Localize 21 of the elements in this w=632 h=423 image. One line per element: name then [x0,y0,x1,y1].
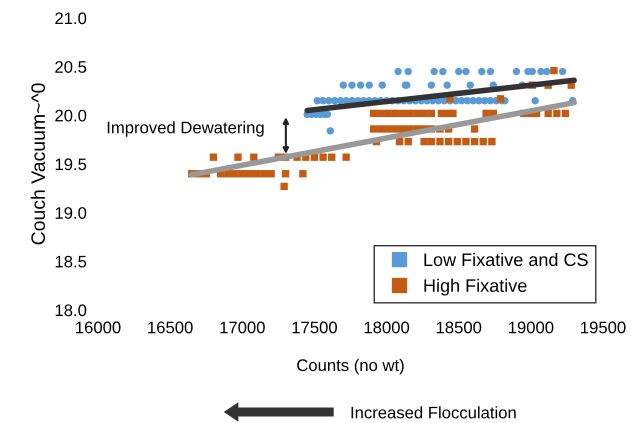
y-tick-label: 20.0 [55,110,86,122]
x-tick-label: 19500 [581,322,626,334]
text: Increased Flocculation [352,406,516,418]
x-tick-label: 17000 [220,322,265,334]
legend-label: Low Fixative and CS [424,252,588,266]
x-tick-label: 16500 [148,322,193,334]
y-tick-label: 19.0 [56,207,86,219]
x-tick-label: 16000 [76,322,121,334]
x-tick-label: 19000 [508,322,554,334]
y-tick-label: 20.5 [55,61,86,73]
x-tick-label: 18000 [364,322,410,334]
y-tick-label: 21.0 [55,12,86,24]
y-axis-title: Couch Vacuum~^0 [30,83,46,244]
annotation: Improved Dewatering [108,121,264,137]
y-tick-label: 18.0 [56,304,86,316]
x-axis-title: Counts (no wt) [297,358,404,374]
x-tick-label: 17500 [292,322,337,334]
y-tick-label: 19.5 [56,158,86,170]
legend-label: High Fixative [424,278,527,296]
y-tick-label: 18.5 [56,256,86,268]
x-tick-label: 18500 [436,322,482,334]
